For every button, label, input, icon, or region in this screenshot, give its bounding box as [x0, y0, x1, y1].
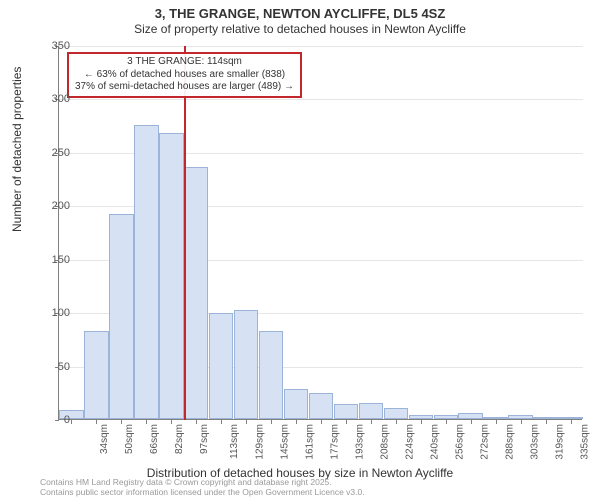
histogram-bar	[508, 415, 532, 419]
plot-region: 34sqm50sqm66sqm82sqm97sqm113sqm129sqm145…	[58, 46, 582, 420]
xtick-mark	[546, 420, 547, 424]
xtick-label: 177sqm	[330, 424, 341, 460]
histogram-bar	[558, 417, 582, 419]
histogram-bar	[134, 125, 158, 419]
reference-line	[184, 46, 186, 420]
gridline	[59, 46, 583, 47]
xtick-label: 113sqm	[229, 424, 240, 459]
ytick-label: 50	[30, 361, 70, 373]
xtick-mark	[446, 420, 447, 424]
xtick-mark	[396, 420, 397, 424]
chart-plot-area: 34sqm50sqm66sqm82sqm97sqm113sqm129sqm145…	[58, 46, 582, 420]
xtick-mark	[196, 420, 197, 424]
histogram-bar	[359, 403, 383, 419]
histogram-bar	[483, 417, 507, 419]
attribution-text: Contains HM Land Registry data © Crown c…	[40, 478, 365, 498]
histogram-bar	[384, 408, 408, 419]
gridline	[59, 99, 583, 100]
xtick-mark	[246, 420, 247, 424]
ytick-label: 200	[30, 200, 70, 212]
xtick-label: 161sqm	[305, 424, 316, 460]
xtick-label: 224sqm	[404, 424, 415, 460]
ytick-label: 100	[30, 307, 70, 319]
histogram-bar	[458, 413, 482, 419]
xtick-mark	[221, 420, 222, 424]
xtick-label: 50sqm	[124, 424, 135, 454]
ytick-label: 150	[30, 254, 70, 266]
xtick-label: 97sqm	[199, 424, 210, 454]
xtick-mark	[471, 420, 472, 424]
histogram-bar	[334, 404, 358, 419]
callout-line3: 37% of semi-detached houses are larger (…	[75, 81, 294, 94]
xtick-label: 66sqm	[149, 424, 160, 454]
chart-title-line2: Size of property relative to detached ho…	[0, 22, 600, 36]
xtick-label: 256sqm	[454, 424, 465, 460]
xtick-mark	[346, 420, 347, 424]
histogram-bar	[234, 310, 258, 419]
callout-line2: ← 63% of detached houses are smaller (83…	[75, 69, 294, 82]
xtick-label: 82sqm	[174, 424, 185, 454]
histogram-bar	[309, 393, 333, 419]
xtick-mark	[321, 420, 322, 424]
histogram-bar	[533, 417, 557, 419]
xtick-label: 319sqm	[554, 424, 565, 460]
y-axis-label: Number of detached properties	[10, 67, 24, 232]
xtick-mark	[371, 420, 372, 424]
xtick-label: 129sqm	[255, 424, 266, 460]
xtick-mark	[96, 420, 97, 424]
histogram-bar	[84, 331, 108, 419]
xtick-label: 208sqm	[380, 424, 391, 460]
xtick-mark	[521, 420, 522, 424]
chart-title-line1: 3, THE GRANGE, NEWTON AYCLIFFE, DL5 4SZ	[0, 6, 600, 21]
callout-line1: 3 THE GRANGE: 114sqm	[75, 56, 294, 69]
histogram-bar	[209, 313, 233, 419]
xtick-label: 145sqm	[280, 424, 291, 460]
histogram-bar	[284, 389, 308, 419]
xtick-mark	[146, 420, 147, 424]
ytick-label: 0	[30, 414, 70, 426]
xtick-label: 288sqm	[504, 424, 515, 460]
histogram-bar	[109, 214, 133, 419]
xtick-mark	[296, 420, 297, 424]
xtick-label: 303sqm	[529, 424, 540, 460]
xtick-label: 272sqm	[479, 424, 490, 460]
xtick-mark	[271, 420, 272, 424]
xtick-label: 193sqm	[355, 424, 366, 460]
xtick-mark	[496, 420, 497, 424]
histogram-bar	[434, 415, 458, 419]
xtick-mark	[121, 420, 122, 424]
xtick-mark	[71, 420, 72, 424]
histogram-bar	[259, 331, 283, 419]
histogram-bar	[184, 167, 208, 419]
callout-box: 3 THE GRANGE: 114sqm← 63% of detached ho…	[67, 52, 302, 98]
histogram-bar	[159, 133, 183, 419]
ytick-label: 350	[30, 40, 70, 52]
xtick-mark	[421, 420, 422, 424]
ytick-label: 300	[30, 93, 70, 105]
histogram-bar	[409, 415, 433, 419]
xtick-label: 34sqm	[99, 424, 110, 454]
xtick-label: 240sqm	[429, 424, 440, 460]
xtick-mark	[571, 420, 572, 424]
ytick-label: 250	[30, 147, 70, 159]
xtick-mark	[171, 420, 172, 424]
attribution-line2: Contains public sector information licen…	[40, 488, 365, 498]
xtick-label: 335sqm	[579, 424, 590, 460]
